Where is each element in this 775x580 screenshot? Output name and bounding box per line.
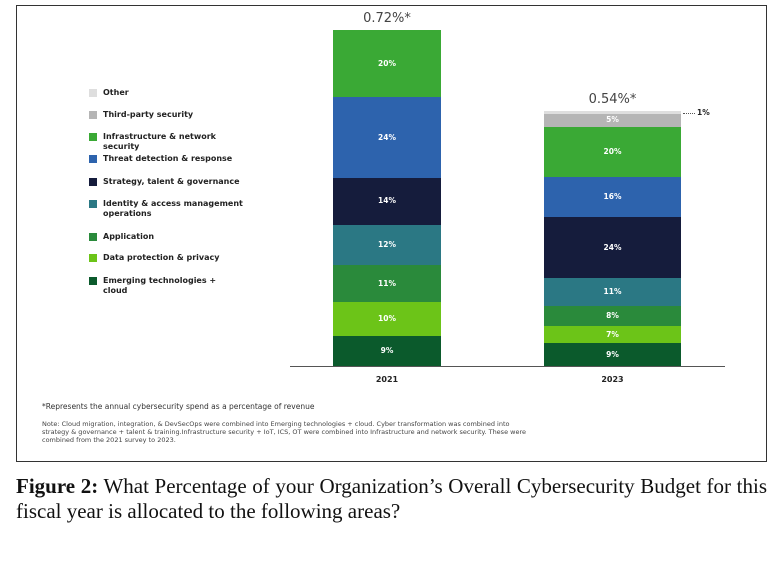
- bar-segment: [544, 217, 681, 278]
- data-label: 9%: [380, 345, 394, 355]
- bar-segment: [333, 265, 441, 303]
- data-label: 11%: [603, 286, 622, 296]
- legend-label: Threat detection & response: [103, 154, 233, 163]
- data-label: 11%: [378, 278, 396, 288]
- data-label: 24%: [603, 242, 622, 252]
- bar-segment: [333, 224, 441, 266]
- legend-label: Data protection & privacy: [103, 253, 220, 262]
- bar-segment: [544, 325, 681, 344]
- bar-segment: [544, 111, 681, 114]
- note: Note: Cloud migration, integration, & De…: [42, 420, 526, 444]
- bar-segment: [333, 30, 441, 98]
- x-tick-label: 2021: [375, 375, 399, 384]
- bar-segment: [544, 114, 681, 127]
- figure-frame: [16, 5, 767, 462]
- bar-segment: [333, 302, 441, 336]
- legend-swatch: [89, 277, 97, 285]
- leader-line: [683, 112, 695, 114]
- legend-swatch: [89, 133, 97, 141]
- data-label: 5%: [606, 115, 619, 125]
- bar-segment: [333, 97, 441, 178]
- bar-segment: [544, 277, 681, 306]
- baseline: [290, 366, 725, 367]
- data-label: 12%: [378, 240, 396, 250]
- footnote: *Represents the annual cybersecurity spe…: [42, 402, 315, 411]
- legend-label: Other: [103, 88, 129, 97]
- legend-swatch: [89, 155, 97, 163]
- bar-segment: [333, 177, 441, 225]
- bar-total: 0.72%*: [363, 11, 411, 26]
- bar-segment: [333, 335, 441, 366]
- bar-segment: [544, 126, 681, 177]
- data-label: 14%: [378, 196, 396, 206]
- legend-swatch: [89, 89, 97, 97]
- bar-total: 0.54%*: [588, 92, 637, 108]
- data-label: 9%: [606, 349, 619, 359]
- legend-label: Strategy, talent & governance: [103, 177, 240, 186]
- bar-segment: [544, 177, 681, 218]
- caption-label: Figure 2:: [16, 474, 99, 498]
- data-label: 8%: [606, 310, 619, 320]
- bar-segment: [544, 343, 681, 366]
- caption: Figure 2: What Percentage of your Organi…: [16, 474, 767, 524]
- data-label: 16%: [603, 192, 622, 202]
- data-label: 1%: [697, 107, 710, 117]
- bar-segment: [544, 305, 681, 326]
- legend-swatch: [89, 233, 97, 241]
- legend-label: Third-party security: [103, 110, 194, 119]
- data-label: 20%: [378, 58, 396, 68]
- x-tick-label: 2023: [601, 375, 624, 384]
- data-label: 10%: [378, 313, 396, 323]
- legend-label: Infrastructure & network security: [103, 132, 216, 151]
- legend-swatch: [89, 200, 97, 208]
- data-label: 24%: [378, 132, 396, 142]
- legend-label: Application: [103, 232, 155, 241]
- legend-swatch: [89, 254, 97, 262]
- legend-swatch: [89, 178, 97, 186]
- data-label: 20%: [603, 146, 622, 156]
- legend-label: Identity & access management operations: [103, 199, 243, 218]
- legend-swatch: [89, 111, 97, 119]
- caption-text: What Percentage of your Organization’s O…: [16, 474, 767, 523]
- data-label: 7%: [606, 329, 619, 339]
- legend-label: Emerging technologies + cloud: [103, 276, 217, 295]
